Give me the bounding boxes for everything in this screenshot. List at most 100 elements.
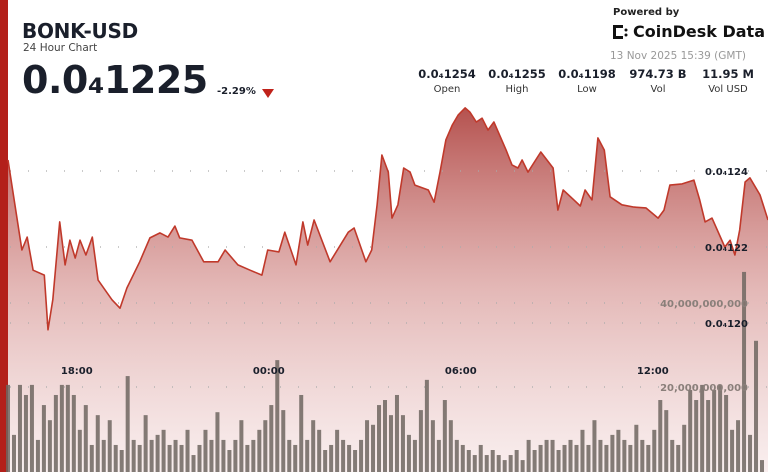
volume-bar: [712, 389, 717, 472]
volume-bar: [131, 439, 136, 472]
volume-bar: [724, 394, 729, 472]
volume-bar: [35, 439, 40, 472]
volume-bar: [502, 460, 507, 472]
volume-bar: [646, 444, 651, 472]
volume-bar: [335, 429, 340, 472]
volume-bar: [41, 405, 46, 472]
price-tick-label: 0.0₄122: [705, 243, 748, 254]
current-price: 0.0₄1225: [22, 58, 208, 102]
volume-bar: [6, 384, 10, 472]
volume-bar: [460, 444, 465, 472]
volume-bar: [394, 394, 399, 472]
pair-title: BONK-USD: [22, 19, 138, 43]
volume-bar: [736, 420, 741, 472]
volume-bar: [496, 455, 501, 472]
volume-bar: [478, 444, 483, 472]
volume-bar: [466, 450, 471, 472]
volume-bar: [377, 405, 382, 472]
volume-bar: [281, 410, 286, 472]
volume-bar: [754, 340, 759, 472]
volume-bar: [209, 439, 214, 472]
timestamp: 13 Nov 2025 15:39 (GMT): [610, 50, 746, 62]
volume-bar: [119, 450, 124, 472]
volume-bar: [359, 439, 364, 472]
volume-bar: [532, 450, 537, 472]
time-tick-label: 06:00: [445, 366, 477, 377]
brand-logo: CoinDesk Data: [612, 22, 765, 41]
volume-bar: [143, 415, 148, 472]
volume-bar: [293, 444, 298, 472]
volume-bar: [406, 434, 411, 472]
volume-bar: [11, 434, 16, 472]
volume-bar: [562, 444, 567, 472]
volume-bar: [239, 420, 244, 472]
brand-name: CoinDesk Data: [633, 22, 765, 41]
volume-bar: [17, 384, 22, 472]
volume-bar: [670, 439, 675, 472]
volume-bar: [77, 429, 82, 472]
volume-bar: [233, 439, 238, 472]
volume-bar: [329, 444, 334, 472]
volume-bar: [748, 434, 753, 472]
time-tick-label: 18:00: [61, 366, 93, 377]
volume-bar: [137, 444, 142, 472]
volume-bar: [353, 450, 358, 472]
price-tick-label: 0.0₄124: [705, 167, 748, 178]
volume-bar: [742, 271, 747, 472]
volume-bar: [371, 424, 376, 472]
volume-bar: [616, 429, 621, 472]
volume-bar: [155, 434, 160, 472]
volume-bar: [556, 450, 561, 472]
volume-bar: [592, 420, 597, 472]
volume-bar: [53, 394, 58, 472]
volume-bar: [550, 439, 555, 472]
volume-bar: [83, 405, 88, 472]
stat-open: 0.0₄1254 Open: [418, 67, 476, 95]
price-area: [8, 107, 768, 472]
volume-bar: [65, 384, 70, 472]
volume-bar: [694, 400, 699, 472]
volume-bar: [197, 444, 202, 472]
volume-bar: [538, 444, 543, 472]
volume-bar: [89, 444, 94, 472]
volume-bar: [424, 379, 429, 472]
volume-bar: [448, 420, 453, 472]
volume-bar: [388, 415, 393, 472]
volume-bar: [185, 429, 190, 472]
volume-bar: [634, 424, 639, 472]
accent-bar: [0, 0, 8, 472]
price-change: -2.29%: [217, 86, 256, 97]
volume-bar: [580, 429, 585, 472]
volume-bar: [454, 439, 459, 472]
volume-bar: [490, 450, 495, 472]
volume-bar: [245, 444, 250, 472]
volume-bar: [418, 410, 423, 472]
volume-bar: [317, 429, 322, 472]
volume-bar: [323, 450, 328, 472]
volume-bar: [628, 444, 633, 472]
coindesk-logo-icon: [613, 24, 628, 39]
volume-bar: [47, 420, 52, 472]
down-triangle-icon: [262, 89, 274, 98]
volume-bar: [263, 420, 268, 472]
volume-bar: [125, 376, 130, 472]
volume-bar: [640, 439, 645, 472]
stat-vol: 974.73 B Vol: [629, 67, 687, 95]
volume-bar: [568, 439, 573, 472]
volume-bar: [430, 420, 435, 472]
volume-bar: [311, 420, 316, 472]
volume-bar: [586, 444, 591, 472]
volume-bar: [700, 384, 705, 472]
volume-bar: [347, 444, 352, 472]
volume-bar: [598, 439, 603, 472]
volume-bar: [365, 420, 370, 472]
volume-bar: [257, 429, 262, 472]
volume-bar: [29, 384, 34, 472]
volume-bar: [173, 439, 178, 472]
volume-bar: [227, 450, 232, 472]
volume-bar: [688, 389, 693, 472]
volume-bar: [718, 384, 723, 472]
volume-bar: [682, 424, 687, 472]
volume-bar: [161, 429, 166, 472]
